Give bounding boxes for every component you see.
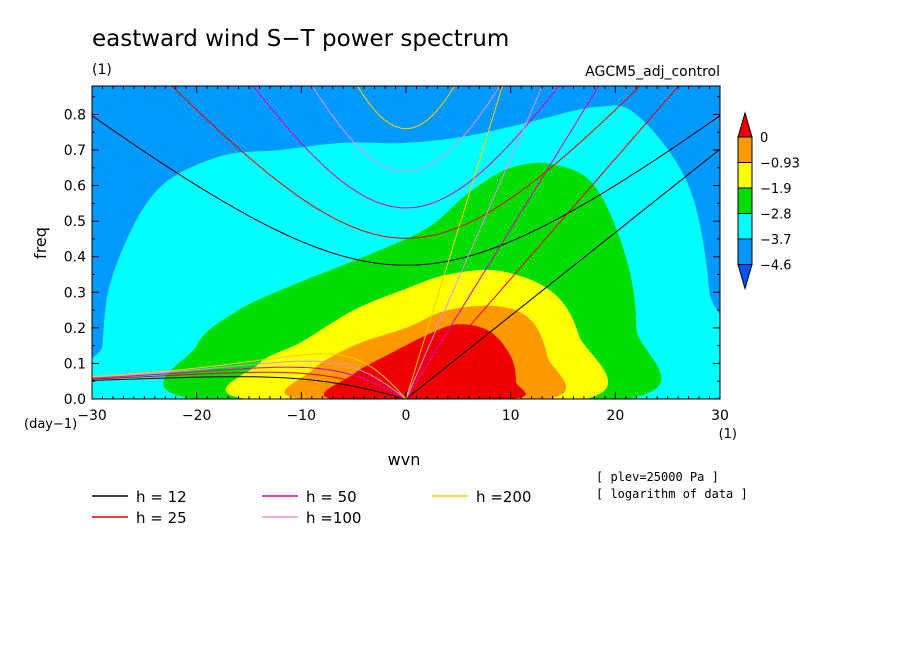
x-tick-label-1: −20	[182, 408, 212, 424]
contour-band-7	[323, 324, 526, 399]
colorbar-bottom-arrow	[737, 264, 753, 291]
gravity-curve-2	[252, 86, 560, 209]
note-plev: [ plev=25000 Pa ]	[596, 470, 719, 484]
colorbar-segment-1	[737, 136, 753, 163]
gravity-curve-4	[356, 86, 456, 130]
legend-label-1: h = 25	[136, 509, 187, 527]
colorbar-label-1: −0.93	[760, 157, 800, 172]
y-tick-label-7: 0.7	[64, 143, 86, 159]
y-axis-label: freq	[31, 227, 50, 259]
y-tick-label-3: 0.3	[64, 285, 86, 301]
gravity-curve-3	[311, 86, 501, 173]
colorbar-segment-2	[737, 162, 753, 189]
dispersion-curves-layer	[92, 86, 720, 399]
legend-label-3: h =100	[306, 509, 361, 527]
y-tick-label-0: 0.0	[64, 392, 86, 408]
y-tick-label-5: 0.5	[64, 214, 86, 230]
run-label: AGCM5_adj_control	[585, 64, 720, 80]
legend: h = 12 h = 25 h = 50 h =100 h =200	[92, 488, 531, 527]
gravity-curve-1	[171, 86, 641, 239]
rossby-curve-3	[92, 360, 407, 399]
y-tick-label-4: 0.4	[64, 250, 86, 266]
colorbar-label-3: −2.8	[760, 208, 792, 223]
y-tick-label-8: 0.8	[64, 107, 86, 123]
colorbar: 0 −0.93 −1.9 −2.8 −3.7 −4.6	[737, 111, 800, 291]
colorbar-label-0: 0	[760, 131, 768, 146]
colorbar-segment-5	[737, 238, 753, 265]
chart-title: eastward wind S−T power spectrum	[92, 26, 509, 52]
colorbar-segment-4	[737, 213, 753, 240]
colorbar-label-5: −4.6	[760, 259, 792, 274]
gravity-curve-0	[92, 115, 720, 266]
y-axis-unit: (day−1)	[24, 417, 77, 432]
rossby-curve-0	[92, 376, 407, 399]
rossby-curve-2	[92, 366, 407, 399]
x-tick-label-6: 30	[711, 408, 729, 424]
kelvin-curve-0	[405, 148, 720, 399]
colorbar-label-2: −1.9	[760, 182, 792, 197]
colorbar-segment-3	[737, 187, 753, 214]
rossby-curve-4	[92, 353, 407, 399]
y-tick-label-2: 0.2	[64, 321, 86, 337]
y-tick-label-6: 0.6	[64, 179, 86, 195]
x-tick-label-3: 0	[402, 408, 411, 424]
x-axis-unit: (1)	[719, 427, 737, 442]
colorbar-top-arrow	[737, 111, 753, 138]
x-axis-label: wvn	[388, 450, 421, 469]
x-tick-label-4: 10	[502, 408, 520, 424]
legend-label-4: h =200	[476, 488, 531, 506]
kelvin-curve-3	[405, 86, 543, 399]
kelvin-curve-2	[405, 86, 600, 399]
note-logarithm: [ logarithm of data ]	[596, 487, 748, 501]
rossby-curve-1	[92, 371, 407, 399]
x-tick-label-0: −30	[77, 408, 107, 424]
kelvin-curve-4	[405, 86, 503, 399]
y-tick-label-1: 0.1	[64, 356, 86, 372]
contour-fill-layer	[92, 86, 720, 399]
x-tick-label-2: −10	[287, 408, 317, 424]
legend-label-2: h = 50	[306, 488, 357, 506]
kelvin-curve-1	[405, 86, 680, 399]
chart-subtitle: (1)	[92, 62, 112, 78]
legend-label-0: h = 12	[136, 488, 187, 506]
x-tick-label-5: 20	[606, 408, 624, 424]
colorbar-label-4: −3.7	[760, 233, 792, 248]
axis-ticks: −30 −20 −10 0 10 20 30 0.0 0.1 0.2 0.3 0.4 0.5 0.6 0.7…	[64, 86, 729, 424]
